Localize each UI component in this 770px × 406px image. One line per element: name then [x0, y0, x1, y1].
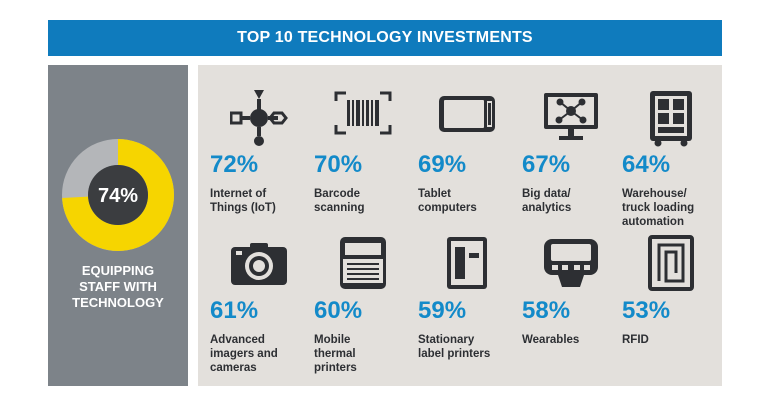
- item-label-line: Internet of: [210, 188, 267, 200]
- item-label-line: analytics: [522, 202, 572, 214]
- barcode-icon: [334, 91, 392, 135]
- item-label-line: thermal: [314, 348, 356, 360]
- item-label: Internet of Things (IoT): [210, 187, 310, 215]
- rfid-icon: [648, 235, 694, 291]
- item-label-line: Wearables: [522, 334, 580, 346]
- analytics-monitor-icon: [544, 93, 598, 140]
- item-label-line: cameras: [210, 362, 257, 374]
- percent-value: 61%: [210, 297, 259, 324]
- label-printer-icon: [447, 237, 487, 289]
- camera-icon: [231, 243, 287, 285]
- item-label-line: imagers and: [210, 348, 278, 360]
- tablet-icon: [439, 96, 495, 132]
- item-label: RFID: [622, 333, 722, 347]
- item-label-line: automation: [622, 216, 684, 228]
- summary-label-line: TECHNOLOGY: [72, 295, 164, 310]
- wearable-icon: [544, 239, 598, 287]
- infographic-title-text: TOP 10 TECHNOLOGY INVESTMENTS: [237, 29, 533, 46]
- item-label-line: computers: [418, 202, 477, 214]
- item-label: Stationary label printers: [418, 333, 518, 361]
- item-label: Tablet computers: [418, 187, 518, 215]
- percent-value: 70%: [314, 151, 363, 178]
- item-label: Advanced imagers and cameras: [210, 333, 310, 375]
- item-label-line: RFID: [622, 334, 649, 346]
- infographic-title: TOP 10 TECHNOLOGY INVESTMENTS: [48, 20, 722, 56]
- percent-value: 69%: [418, 151, 467, 178]
- item-label: Mobile thermal printers: [314, 333, 414, 375]
- summary-label-line: EQUIPPING: [81, 263, 155, 278]
- item-label: Warehouse/ truck loading automation: [622, 187, 722, 229]
- truck-loading-icon: [650, 91, 692, 147]
- summary-panel: 74% EQUIPPING STAFF WITH TECHNOLOGY: [48, 65, 188, 386]
- percent-value: 60%: [314, 297, 363, 324]
- iot-icon: [230, 90, 288, 146]
- donut-center: [88, 165, 148, 225]
- item-label-line: truck loading: [622, 202, 695, 214]
- summary-label: EQUIPPING STAFF WITH TECHNOLOGY: [48, 263, 188, 311]
- mobile-printer-icon: [340, 237, 386, 289]
- percent-value: 72%: [210, 151, 259, 178]
- item-label-line: Big data/: [522, 188, 571, 200]
- item-label-line: Barcode: [314, 188, 361, 200]
- item-label-line: Warehouse/: [622, 188, 687, 200]
- donut-percent-label: 74%: [98, 185, 138, 207]
- item-label-line: Stationary: [418, 334, 475, 346]
- percent-value: 58%: [522, 297, 571, 324]
- item-label-line: Advanced: [210, 334, 265, 346]
- summary-donut-chart: 74%: [62, 139, 174, 251]
- percent-value: 67%: [522, 151, 571, 178]
- percent-value: 64%: [622, 151, 671, 178]
- item-label-line: Mobile: [314, 334, 351, 346]
- summary-label-line: STAFF WITH: [79, 279, 157, 294]
- item-label: Big data/ analytics: [522, 187, 622, 215]
- item-label-line: printers: [314, 362, 357, 374]
- item-label-line: scanning: [314, 202, 365, 214]
- item-label: Barcode scanning: [314, 187, 414, 215]
- percent-value: 59%: [418, 297, 467, 324]
- item-label: Wearables: [522, 333, 622, 347]
- item-label-line: Things (IoT): [210, 202, 276, 214]
- item-label-line: label printers: [418, 348, 491, 360]
- item-label-line: Tablet: [418, 188, 452, 200]
- donut-arc: [62, 139, 174, 251]
- percent-value: 53%: [622, 297, 671, 324]
- investments-grid: 72% Internet of Things (IoT) 7: [198, 65, 722, 386]
